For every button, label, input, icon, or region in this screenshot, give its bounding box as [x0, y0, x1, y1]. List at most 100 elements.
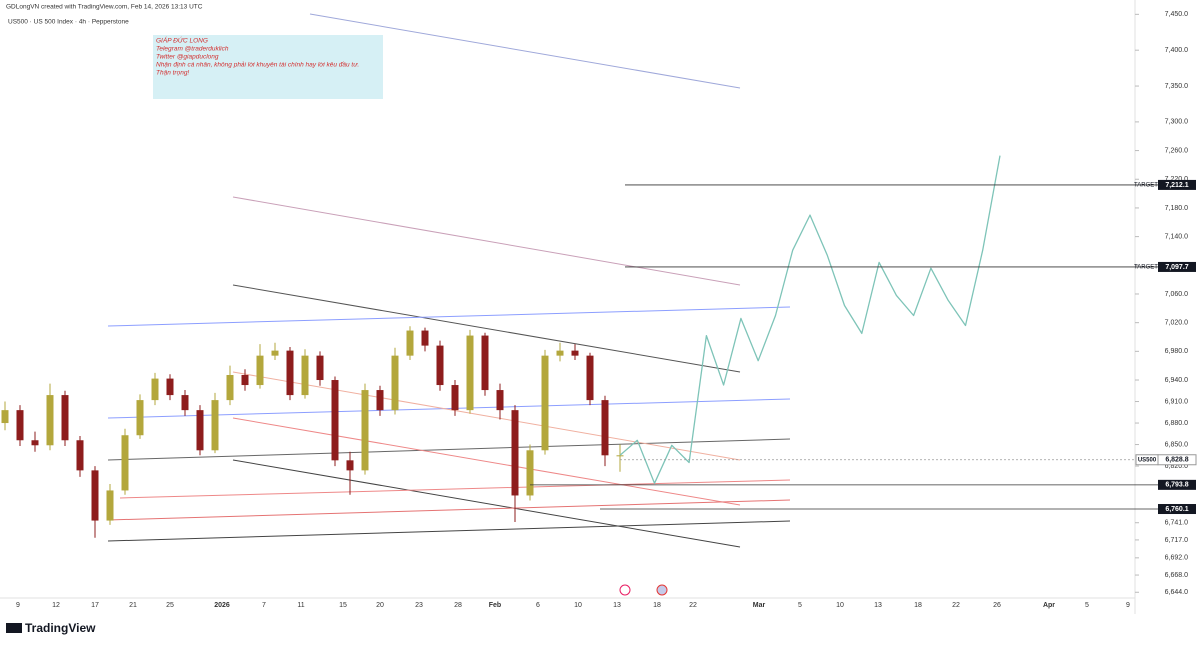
candle-body	[376, 390, 384, 411]
trendline	[232, 371, 741, 461]
note-box: GIÁP ĐỨC LONG Telegram @traderduklich Tw…	[153, 35, 383, 99]
level-tag: US500	[1138, 457, 1157, 463]
symbol: US500 · US 500 Index · 4h · Pepperstone	[8, 19, 129, 26]
x-tick-label: 12	[52, 602, 60, 609]
y-tick-label: 7,400.0	[1165, 47, 1188, 54]
trendlines	[107, 13, 791, 548]
y-tick-label: 7,300.0	[1165, 119, 1188, 126]
candle-body	[496, 390, 504, 411]
x-tick-label: 9	[16, 602, 20, 609]
candle-body	[556, 350, 564, 356]
price-tag-label: 6,760.1	[1165, 506, 1188, 513]
y-tick-label: 6,940.0	[1165, 377, 1188, 384]
trendline	[107, 438, 791, 461]
credit: GDLongVN created with TradingView.com, F…	[6, 4, 203, 11]
x-tick-label: 7	[262, 602, 266, 609]
tag-box	[1135, 454, 1159, 466]
y-tick-label: 7,060.0	[1165, 291, 1188, 298]
candle-body	[211, 400, 219, 451]
x-tick-label: 13	[874, 602, 882, 609]
candle-body	[586, 355, 594, 401]
y-tick-label: 7,350.0	[1165, 83, 1188, 90]
candle-body	[286, 350, 294, 396]
y-tick-label: 6,692.0	[1165, 555, 1188, 562]
candles	[1, 326, 624, 538]
candle-body	[391, 355, 399, 411]
y-tick-label: 7,260.0	[1165, 147, 1188, 154]
x-tick-label: 2026	[214, 602, 230, 609]
price-tag-label: 6,828.8	[1165, 457, 1188, 464]
candle-body	[436, 345, 444, 386]
logo-mark	[6, 623, 22, 633]
y-tick-label: 6,910.0	[1165, 398, 1188, 405]
x-tick-label: 18	[914, 602, 922, 609]
candle-body	[76, 440, 84, 471]
x-tick-label: Mar	[753, 602, 766, 609]
y-tick-label: 7,140.0	[1165, 233, 1188, 240]
price-tag-label: 7,097.7	[1165, 264, 1188, 271]
y-tick-label: 6,820.0	[1165, 463, 1188, 470]
candle-body	[181, 395, 189, 411]
trendline	[232, 196, 741, 286]
candle-body	[256, 355, 264, 386]
price-tag-label: 6,793.8	[1165, 482, 1188, 489]
x-tick-label: 20	[376, 602, 384, 609]
x-tick-label: 21	[129, 602, 137, 609]
y-tick-label: 6,644.0	[1165, 589, 1188, 596]
trendline	[232, 459, 741, 548]
y-tick-label: 6,668.0	[1165, 572, 1188, 579]
level-tag: TARGET	[1134, 182, 1158, 188]
trendline	[107, 520, 791, 542]
y-tick-label: 7,220.0	[1165, 176, 1188, 183]
candle-body	[301, 355, 309, 396]
trendline	[107, 398, 791, 419]
x-tick-label: 5	[798, 602, 802, 609]
candle-body	[31, 440, 39, 446]
price-tag-label: 7,212.1	[1165, 182, 1188, 189]
price-tag	[1158, 504, 1196, 515]
trendline	[309, 13, 741, 89]
x-tick-label: 13	[613, 602, 621, 609]
candle-body	[481, 335, 489, 391]
price-tag	[1158, 479, 1196, 490]
event-icon[interactable]	[656, 584, 668, 596]
candle-body	[91, 470, 99, 521]
y-tick-label: 6,980.0	[1165, 348, 1188, 355]
brand: TradingView	[25, 621, 96, 635]
candle-body	[226, 375, 234, 401]
y-tick-label: 7,180.0	[1165, 205, 1188, 212]
candle-body	[1, 410, 9, 424]
x-tick-label: 17	[91, 602, 99, 609]
projection-line	[619, 155, 1001, 484]
level-tag: TARGET	[1134, 265, 1158, 271]
y-tick-label: 7,450.0	[1165, 11, 1188, 18]
candle-body	[151, 378, 159, 401]
candle-body	[46, 395, 54, 446]
trendline	[232, 417, 741, 506]
candle-body	[451, 385, 459, 411]
x-tick-label: Apr	[1043, 602, 1055, 609]
note-line: GIÁP ĐỨC LONG	[156, 36, 208, 45]
candle-body	[241, 375, 249, 386]
x-tick-label: 18	[653, 602, 661, 609]
candle-body	[316, 355, 324, 381]
candle-body	[571, 350, 579, 356]
event-icon[interactable]	[619, 584, 631, 596]
note-background	[153, 35, 383, 99]
y-tick-label: 6,741.0	[1165, 520, 1188, 527]
x-tick-label: 10	[574, 602, 582, 609]
candle-body	[331, 380, 339, 461]
x-tick-label: 26	[993, 602, 1001, 609]
x-tick-label: 28	[454, 602, 462, 609]
x-tick-label: 9	[1126, 602, 1130, 609]
y-tick-label: 6,717.0	[1165, 537, 1188, 544]
candle-body	[361, 390, 369, 471]
x-tick-label: 5	[1085, 602, 1089, 609]
x-tick-label: 22	[689, 602, 697, 609]
candle-body	[136, 400, 144, 436]
candle-body	[466, 335, 474, 411]
candle-body	[526, 450, 534, 496]
footer: TradingView	[6, 621, 96, 635]
